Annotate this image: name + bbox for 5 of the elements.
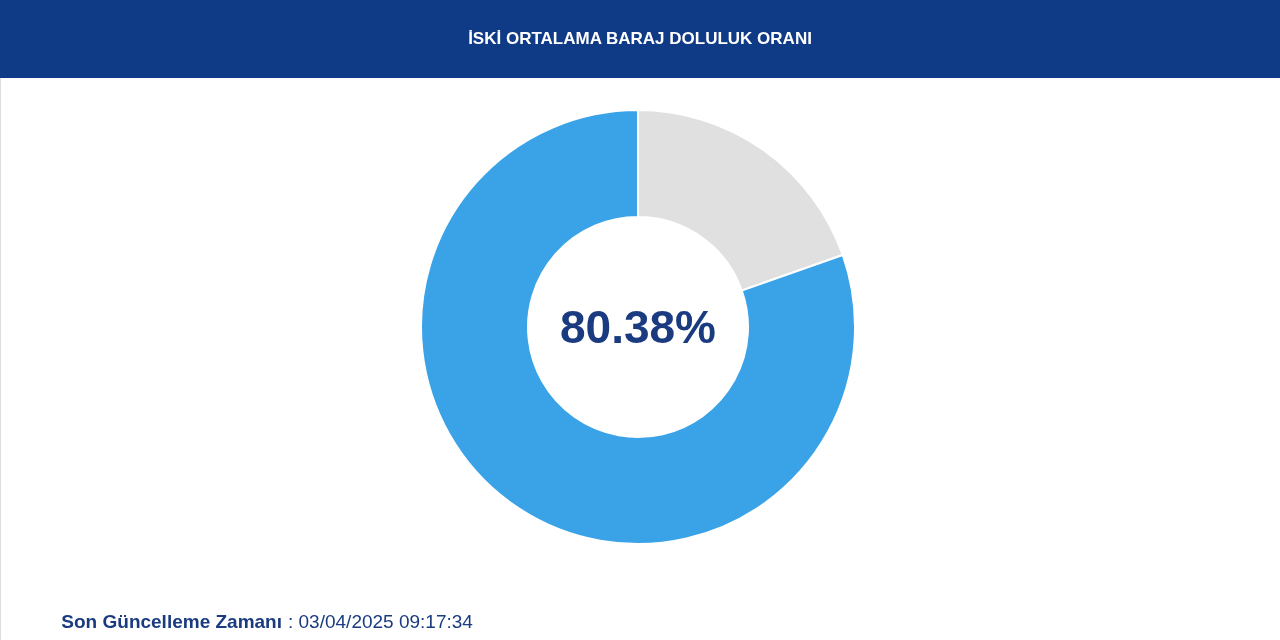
text: : 03/04/2025 09:17:34 — [288, 611, 474, 632]
text: Son Güncelleme Zamanı — [61, 611, 282, 632]
chart-title: İSKİ ORTALAMA BARAJ DOLULUK ORANI — [468, 29, 812, 48]
data-label: 80.38% — [559, 301, 717, 353]
donut-slice — [420, 109, 856, 545]
